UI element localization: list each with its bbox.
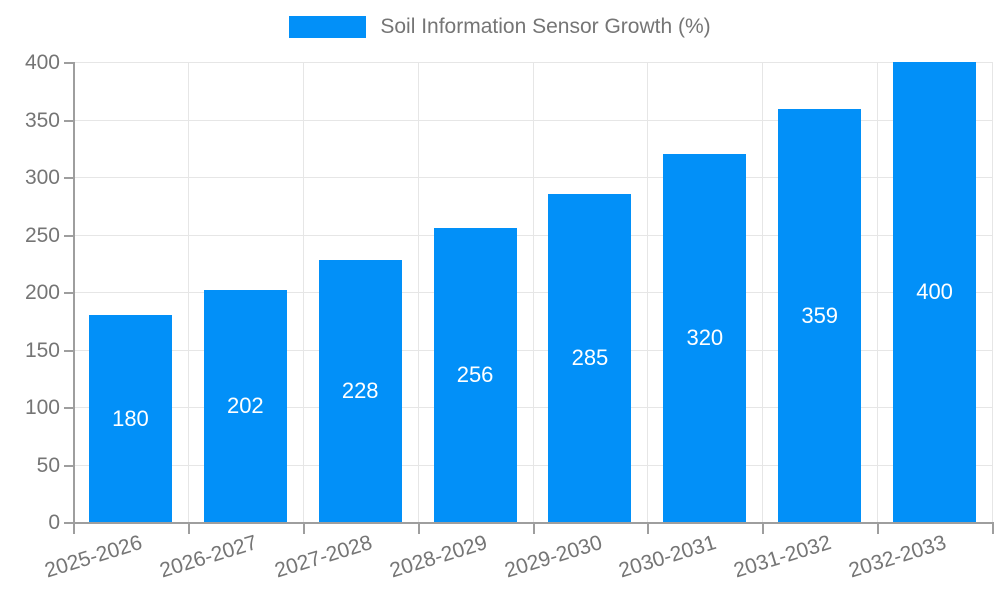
bar-value-label: 320 [686,325,724,350]
bar: 180 [88,315,172,522]
bar-value-label: 228 [341,377,379,403]
x-axis-tick-label: 2026-2027 [156,531,260,583]
gridline-vertical [877,62,879,522]
x-axis-tick-label: 2027-2028 [271,531,375,583]
bar-value-label: 285 [571,345,609,371]
y-axis-tick-label: 50 [36,453,60,477]
y-axis-tick-label: 350 [24,108,60,132]
bar: 256 [433,227,517,522]
gridline-vertical [302,62,304,522]
x-axis-tick-label: 2025-2026 [42,531,145,583]
y-axis-tick [64,464,73,467]
y-axis-tick-label: 200 [24,281,60,304]
y-axis-tick [64,119,73,122]
x-axis-tick [532,522,535,534]
gridline-vertical [417,62,419,522]
y-axis-tick-label: 300 [24,166,60,189]
x-axis-tick [417,522,420,534]
legend-swatch [289,16,367,38]
x-axis-tick [877,522,880,534]
bar: 202 [203,289,287,522]
y-axis-tick [64,62,73,64]
y-axis-tick [64,292,73,294]
x-axis-tick-label: 2030-2031 [616,531,720,583]
bar: 285 [548,194,632,522]
x-axis-tick-label: 2032-2033 [846,531,949,583]
y-axis-line [73,62,75,534]
legend: Soil Information Sensor Growth (%) [0,15,1000,39]
gridline-vertical [762,62,764,522]
bar-value-label: 400 [916,279,953,304]
gridline-vertical [532,62,534,522]
legend-label: Soil Information Sensor Growth (%) [380,15,711,38]
x-axis-tick [762,522,765,534]
bar: 228 [318,259,402,522]
y-axis-tick-label: 250 [24,223,60,247]
y-axis-tick [64,234,73,237]
y-axis-tick-label: 150 [24,338,60,362]
x-axis-tick [647,522,650,534]
bar-value-label: 180 [112,405,149,431]
gridline-vertical [992,62,993,522]
bar: 400 [893,62,977,522]
x-axis-tick [992,522,994,534]
y-axis-tick-label: 400 [24,51,60,74]
bar: 320 [663,154,747,522]
bar-value-label: 256 [456,361,494,387]
y-axis-tick-label: 0 [48,511,60,534]
gridline-vertical [187,62,189,522]
y-axis-tick [64,349,73,352]
y-axis-tick [64,522,73,524]
y-axis-tick [64,407,73,409]
bar-value-label: 359 [801,302,839,328]
y-axis-tick [64,177,73,179]
x-axis-tick-label: 2031-2032 [731,531,835,583]
y-axis-tick-label: 100 [24,396,60,419]
x-axis-tick [187,522,190,534]
gridline-vertical [647,62,649,522]
x-axis-tick [302,522,305,534]
x-axis-tick-label: 2028-2029 [386,531,490,583]
bar-value-label: 202 [226,392,264,418]
bar: 359 [778,109,862,522]
x-axis-tick-label: 2029-2030 [501,531,605,583]
